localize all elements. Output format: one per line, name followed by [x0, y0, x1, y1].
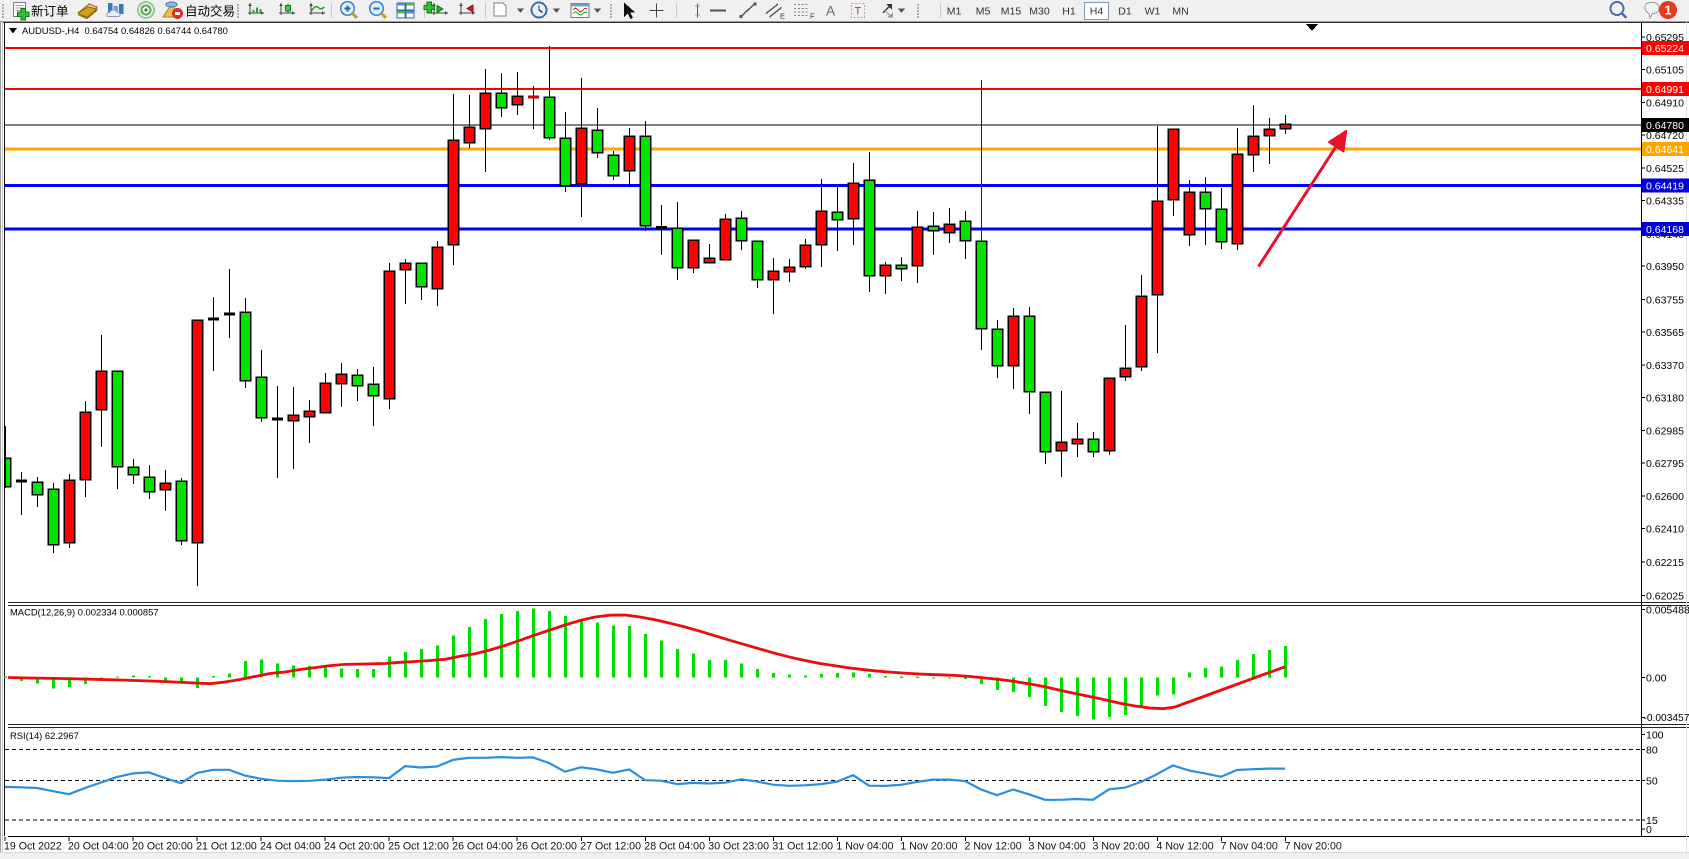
svg-text:0.64910: 0.64910: [1646, 98, 1684, 110]
svg-text:3 Nov 20:00: 3 Nov 20:00: [1093, 841, 1150, 853]
svg-text:M1: M1: [947, 6, 962, 18]
svg-text:31 Oct 12:00: 31 Oct 12:00: [772, 841, 833, 853]
svg-text:0.65105: 0.65105: [1646, 64, 1684, 76]
svg-text:MN: MN: [1172, 6, 1188, 18]
svg-text:0.62215: 0.62215: [1646, 557, 1684, 569]
svg-text:0.62795: 0.62795: [1646, 458, 1684, 470]
svg-text:F: F: [810, 12, 815, 21]
svg-text:0.64780: 0.64780: [1646, 120, 1684, 132]
svg-text:27 Oct 12:00: 27 Oct 12:00: [580, 841, 641, 853]
svg-text:0.005488: 0.005488: [1646, 605, 1689, 617]
svg-text:24 Oct 04:00: 24 Oct 04:00: [260, 841, 321, 853]
svg-text:MACD(12,26,9) 0.002334 0.00085: MACD(12,26,9) 0.002334 0.000857: [10, 607, 159, 618]
svg-text:0: 0: [1646, 824, 1652, 836]
svg-text:20 Oct 04:00: 20 Oct 04:00: [68, 841, 129, 853]
svg-text:0.63370: 0.63370: [1646, 360, 1684, 372]
svg-text:30 Oct 23:00: 30 Oct 23:00: [708, 841, 769, 853]
svg-text:21 Oct 12:00: 21 Oct 12:00: [196, 841, 257, 853]
svg-text:-0.003457: -0.003457: [1644, 713, 1689, 724]
svg-text:自动交易: 自动交易: [185, 4, 235, 19]
svg-text:1 Nov 04:00: 1 Nov 04:00: [836, 841, 893, 853]
svg-text:15: 15: [1646, 815, 1658, 827]
svg-text:0.64641: 0.64641: [1646, 144, 1684, 156]
svg-text:0.00: 0.00: [1646, 673, 1667, 685]
svg-text:28 Oct 04:00: 28 Oct 04:00: [644, 841, 705, 853]
svg-text:H1: H1: [1062, 6, 1076, 18]
svg-text:100: 100: [1646, 730, 1664, 742]
svg-text:0.64720: 0.64720: [1646, 130, 1684, 142]
svg-text:0.64419: 0.64419: [1646, 181, 1684, 193]
svg-text:19 Oct 2022: 19 Oct 2022: [4, 841, 62, 853]
svg-text:0.63180: 0.63180: [1646, 392, 1684, 404]
svg-text:3 Nov 04:00: 3 Nov 04:00: [1029, 841, 1086, 853]
svg-text:7 Nov 04:00: 7 Nov 04:00: [1221, 841, 1278, 853]
svg-text:0.64525: 0.64525: [1646, 163, 1684, 175]
svg-text:0.62600: 0.62600: [1646, 491, 1684, 503]
svg-text:E: E: [780, 12, 785, 21]
svg-text:A: A: [826, 4, 835, 19]
svg-text:0.64168: 0.64168: [1646, 224, 1684, 236]
svg-text:H4: H4: [1090, 6, 1104, 18]
svg-text:4 Nov 12:00: 4 Nov 12:00: [1157, 841, 1214, 853]
svg-text:M30: M30: [1029, 6, 1050, 18]
svg-text:26 Oct 20:00: 26 Oct 20:00: [516, 841, 577, 853]
svg-text:80: 80: [1646, 745, 1658, 757]
svg-text:2 Nov 12:00: 2 Nov 12:00: [965, 841, 1022, 853]
svg-text:RSI(14) 62.2967: RSI(14) 62.2967: [10, 730, 79, 741]
svg-text:M5: M5: [976, 6, 991, 18]
svg-text:0.63755: 0.63755: [1646, 294, 1684, 306]
svg-text:T: T: [855, 6, 862, 18]
svg-text:W1: W1: [1145, 6, 1161, 18]
svg-text:7 Nov 20:00: 7 Nov 20:00: [1285, 841, 1342, 853]
svg-text:20 Oct 20:00: 20 Oct 20:00: [132, 841, 193, 853]
svg-text:0.64335: 0.64335: [1646, 196, 1684, 208]
svg-text:0.64991: 0.64991: [1646, 84, 1684, 96]
svg-text:0.65224: 0.65224: [1646, 43, 1684, 55]
svg-text:1 Nov 20:00: 1 Nov 20:00: [900, 841, 957, 853]
svg-text:26 Oct 04:00: 26 Oct 04:00: [452, 841, 513, 853]
svg-text:0.62410: 0.62410: [1646, 524, 1684, 536]
svg-text:D1: D1: [1118, 6, 1132, 18]
svg-text:24 Oct 20:00: 24 Oct 20:00: [324, 841, 385, 853]
svg-text:AUDUSD-,H4 0.64754 0.64826 0.: AUDUSD-,H4 0.64754 0.64826 0.64744 0.647…: [22, 25, 228, 36]
svg-text:0.63565: 0.63565: [1646, 327, 1684, 339]
svg-text:50: 50: [1646, 776, 1658, 788]
svg-text:0.63950: 0.63950: [1646, 261, 1684, 273]
svg-text:1: 1: [1664, 3, 1671, 18]
svg-text:0.62985: 0.62985: [1646, 426, 1684, 438]
svg-text:25 Oct 12:00: 25 Oct 12:00: [388, 841, 449, 853]
svg-text:新订单: 新订单: [31, 4, 69, 19]
svg-text:0.62025: 0.62025: [1646, 591, 1684, 603]
svg-text:M15: M15: [1001, 6, 1022, 18]
